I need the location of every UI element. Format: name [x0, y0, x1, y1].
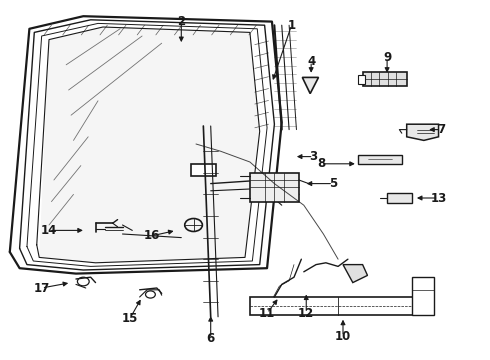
Polygon shape — [343, 265, 368, 283]
Text: 2: 2 — [177, 15, 185, 28]
Text: 6: 6 — [207, 332, 215, 345]
Text: 8: 8 — [317, 157, 325, 170]
Polygon shape — [250, 297, 426, 315]
Polygon shape — [358, 75, 365, 84]
Text: 12: 12 — [298, 307, 315, 320]
Text: 7: 7 — [437, 123, 445, 136]
Polygon shape — [250, 173, 299, 202]
Polygon shape — [363, 72, 407, 86]
Text: 1: 1 — [288, 19, 295, 32]
Polygon shape — [358, 155, 402, 164]
Polygon shape — [407, 124, 439, 140]
Polygon shape — [302, 77, 318, 94]
Text: 10: 10 — [335, 330, 351, 343]
Text: 17: 17 — [33, 282, 50, 294]
Text: 15: 15 — [122, 312, 138, 325]
Text: 5: 5 — [329, 177, 337, 190]
Text: 16: 16 — [144, 229, 160, 242]
Polygon shape — [412, 277, 434, 315]
Text: 9: 9 — [383, 51, 391, 64]
Text: 11: 11 — [259, 307, 275, 320]
Polygon shape — [191, 164, 216, 176]
Polygon shape — [387, 193, 412, 203]
Text: 4: 4 — [307, 55, 315, 68]
Polygon shape — [39, 27, 260, 263]
Text: 13: 13 — [430, 192, 447, 204]
Text: 3: 3 — [310, 150, 318, 163]
Text: 14: 14 — [41, 224, 57, 237]
